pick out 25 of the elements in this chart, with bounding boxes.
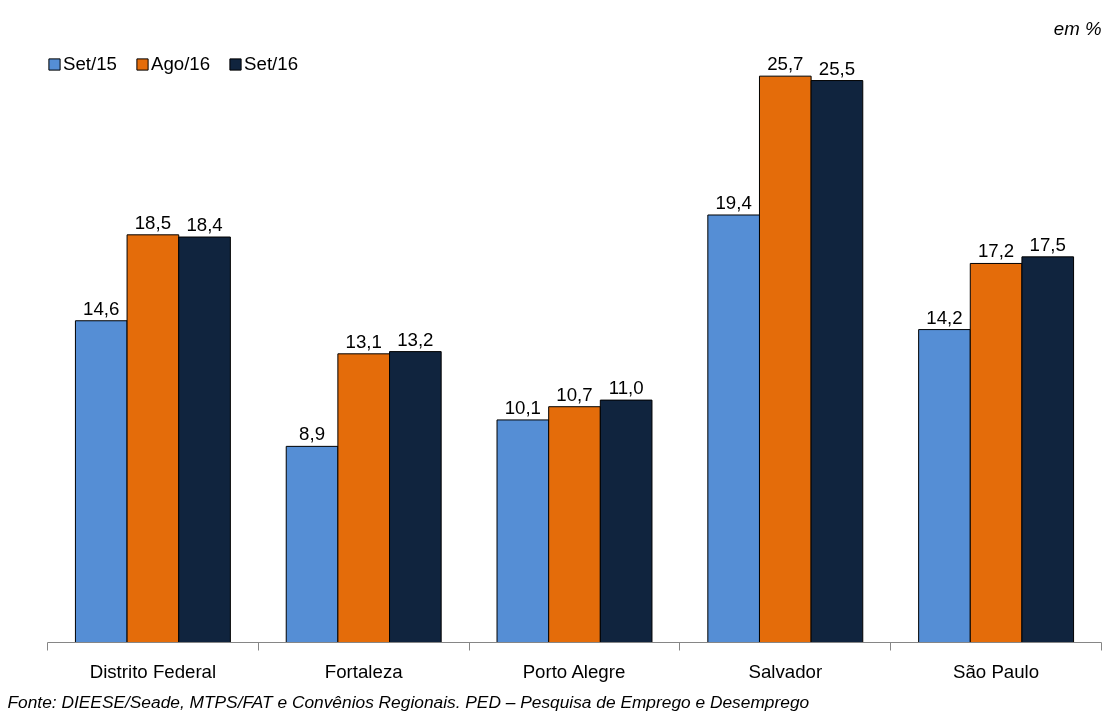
- data-label: 10,7: [556, 383, 593, 405]
- data-label: 25,7: [767, 53, 804, 75]
- data-label: 8,9: [299, 423, 326, 445]
- data-label: 13,1: [345, 330, 382, 352]
- data-label: 14,2: [926, 306, 963, 328]
- data-label: 18,4: [186, 214, 223, 236]
- legend-label: Set/15: [63, 53, 117, 75]
- source-note: Fonte: DIEESE/Seade, MTPS/FAT e Convênios Regionais. PED – Pesquisa de Emprego e Desemprego: [7, 691, 810, 712]
- x-tick-label: Distrito Federal: [89, 660, 217, 682]
- data-label: 25,5: [818, 57, 856, 79]
- data-label: 10,1: [504, 396, 542, 418]
- x-tick-label: Fortaleza: [324, 660, 404, 682]
- data-label: 17,2: [977, 240, 1015, 262]
- legend-label: Ago/16: [150, 53, 211, 75]
- x-tick-label: São Paulo: [953, 660, 1040, 682]
- data-label: 17,5: [1029, 233, 1066, 255]
- data-label: 13,2: [397, 328, 434, 350]
- legend-label: Set/16: [244, 53, 299, 75]
- data-label: 14,6: [83, 297, 120, 319]
- data-label: 11,0: [608, 377, 644, 399]
- data-label: 18,5: [134, 211, 172, 233]
- text: em %: [1053, 17, 1102, 39]
- x-tick-label: Salvador: [748, 660, 823, 682]
- data-label: 19,4: [715, 191, 752, 213]
- x-tick-label: Porto Alegre: [522, 660, 626, 682]
